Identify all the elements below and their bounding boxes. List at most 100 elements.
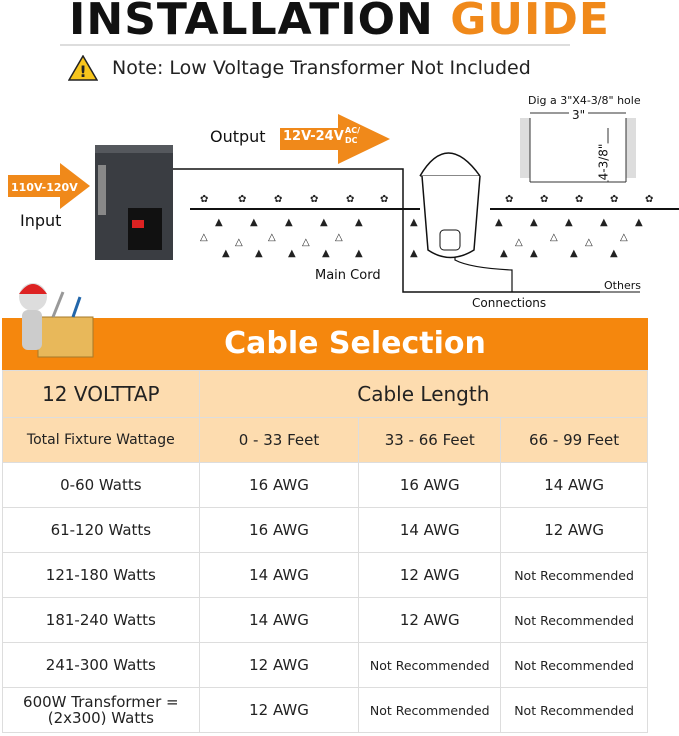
divider xyxy=(60,44,570,46)
column-header: 0 - 33 Feet xyxy=(198,417,360,463)
svg-text:✿: ✿ xyxy=(575,194,583,205)
worker-toolbox-icon xyxy=(19,283,94,358)
connections-label: Connections xyxy=(472,296,547,310)
svg-text:▲: ▲ xyxy=(495,217,503,228)
svg-text:▲: ▲ xyxy=(355,217,363,228)
output-voltage: 12V-24V xyxy=(283,129,344,144)
input-voltage: 110V-120V xyxy=(11,181,78,194)
cell: 14 AWG xyxy=(358,507,502,553)
cell: 12 AWG xyxy=(358,597,502,643)
others-label: Others xyxy=(604,279,641,292)
path-light-fixture xyxy=(419,152,481,259)
cell: Not Recommended xyxy=(500,687,648,733)
svg-text:▲: ▲ xyxy=(610,248,618,259)
transformer xyxy=(95,145,173,260)
warning-icon: ! xyxy=(68,55,98,81)
cell: 12 AWG xyxy=(500,507,648,553)
main-cord-label: Main Cord xyxy=(315,268,381,283)
svg-text:▲: ▲ xyxy=(322,248,330,259)
svg-text:△: △ xyxy=(200,232,208,243)
table-banner: Cable Selection xyxy=(2,318,648,370)
svg-text:▲: ▲ xyxy=(530,217,538,228)
svg-text:▲: ▲ xyxy=(355,248,363,259)
row-label: 0-60 Watts xyxy=(2,462,200,508)
table-row: 241-300 Watts 12 AWG Not Recommended Not Re… xyxy=(2,642,648,688)
cell: 12 AWG xyxy=(358,552,502,598)
svg-text:✿: ✿ xyxy=(610,194,618,205)
svg-text:!: ! xyxy=(79,62,86,81)
cell: Not Recommended xyxy=(500,642,648,688)
cell: 16 AWG xyxy=(198,462,360,508)
hole-depth: 4-3/8" xyxy=(596,143,611,181)
svg-text:△: △ xyxy=(585,237,593,248)
svg-text:△: △ xyxy=(268,232,276,243)
hole-width: 3" xyxy=(569,108,589,122)
svg-text:△: △ xyxy=(620,232,628,243)
svg-text:▲: ▲ xyxy=(222,248,230,259)
column-header: 66 - 99 Feet xyxy=(500,417,648,463)
column-header: 33 - 66 Feet xyxy=(358,417,502,463)
output-type: AC/DC xyxy=(345,126,360,145)
table-row: 61-120 Watts 16 AWG 14 AWG 12 AWG xyxy=(2,507,648,553)
cell: 14 AWG xyxy=(198,552,360,598)
svg-text:▲: ▲ xyxy=(570,248,578,259)
cell: 14 AWG xyxy=(500,462,648,508)
table-row: 600W Transformer =(2x300) Watts 12 AWG Not… xyxy=(2,687,648,733)
svg-text:△: △ xyxy=(302,237,310,248)
table-row: 0-60 Watts 16 AWG 16 AWG 14 AWG xyxy=(2,462,648,508)
svg-text:▲: ▲ xyxy=(215,217,223,228)
cell: 16 AWG xyxy=(358,462,502,508)
svg-text:▲: ▲ xyxy=(600,217,608,228)
svg-text:✿: ✿ xyxy=(238,194,246,205)
svg-text:△: △ xyxy=(235,237,243,248)
svg-text:▲: ▲ xyxy=(320,217,328,228)
svg-text:▲: ▲ xyxy=(565,217,573,228)
svg-text:✿: ✿ xyxy=(310,194,318,205)
hole-diagram xyxy=(520,112,636,183)
installation-diagram: ✿ ✿ ✿ ✿ ✿ ✿ ✿ ✿ ✿ ✿ ✿ ▲ ▲ ▲ ▲ ▲ ▲ ▲ ▲ ▲ ▲ ▲ △ △ △ △ △ △ △ △ △ ▲ ▲ ▲ ▲ ▲… xyxy=(8,112,679,293)
svg-text:▲: ▲ xyxy=(255,248,263,259)
row-header: Total Fixture Wattage xyxy=(2,417,200,463)
svg-text:△: △ xyxy=(515,237,523,248)
cell: Not Recommended xyxy=(500,552,648,598)
corner-header: 12 VOLTTAP xyxy=(2,370,200,418)
svg-text:▲: ▲ xyxy=(410,217,418,228)
table-row: 181-240 Watts 14 AWG 12 AWG Not Recommended xyxy=(2,597,648,643)
input-label: Input xyxy=(20,211,62,230)
svg-text:△: △ xyxy=(335,232,343,243)
svg-text:△: △ xyxy=(550,232,558,243)
cell: 14 AWG xyxy=(198,597,360,643)
output-label: Output xyxy=(210,127,266,146)
note-text: Note: Low Voltage Transformer Not Includ… xyxy=(112,57,531,79)
row-label: 600W Transformer =(2x300) Watts xyxy=(2,687,200,733)
group-header: Cable Length xyxy=(198,370,649,418)
svg-text:✿: ✿ xyxy=(274,194,282,205)
cell: Not Recommended xyxy=(358,687,502,733)
cell: 16 AWG xyxy=(198,507,360,553)
cell: Not Recommended xyxy=(358,642,502,688)
svg-text:✿: ✿ xyxy=(505,194,513,205)
cell: 12 AWG xyxy=(198,642,360,688)
row-label: 181-240 Watts xyxy=(2,597,200,643)
note: ! Note: Low Voltage Transformer Not Incl… xyxy=(68,55,531,81)
row-label: 121-180 Watts xyxy=(2,552,200,598)
svg-text:✿: ✿ xyxy=(200,194,208,205)
svg-text:▲: ▲ xyxy=(288,248,296,259)
hole-note: Dig a 3"X4-3/8" hole xyxy=(528,94,641,107)
cell: 12 AWG xyxy=(198,687,360,733)
svg-text:✿: ✿ xyxy=(380,194,388,205)
svg-text:▲: ▲ xyxy=(530,248,538,259)
svg-text:✿: ✿ xyxy=(645,194,653,205)
page-title: INSTALLATION GUIDE xyxy=(69,0,610,45)
svg-text:✿: ✿ xyxy=(540,194,548,205)
svg-text:▲: ▲ xyxy=(250,217,258,228)
input-arrow xyxy=(8,163,90,209)
svg-text:✿: ✿ xyxy=(346,194,354,205)
svg-text:▲: ▲ xyxy=(500,248,508,259)
svg-text:▲: ▲ xyxy=(285,217,293,228)
output-arrow xyxy=(280,114,390,164)
row-label: 241-300 Watts xyxy=(2,642,200,688)
svg-text:▲: ▲ xyxy=(635,217,643,228)
table-row: 121-180 Watts 14 AWG 12 AWG Not Recommended xyxy=(2,552,648,598)
row-label: 61-120 Watts xyxy=(2,507,200,553)
